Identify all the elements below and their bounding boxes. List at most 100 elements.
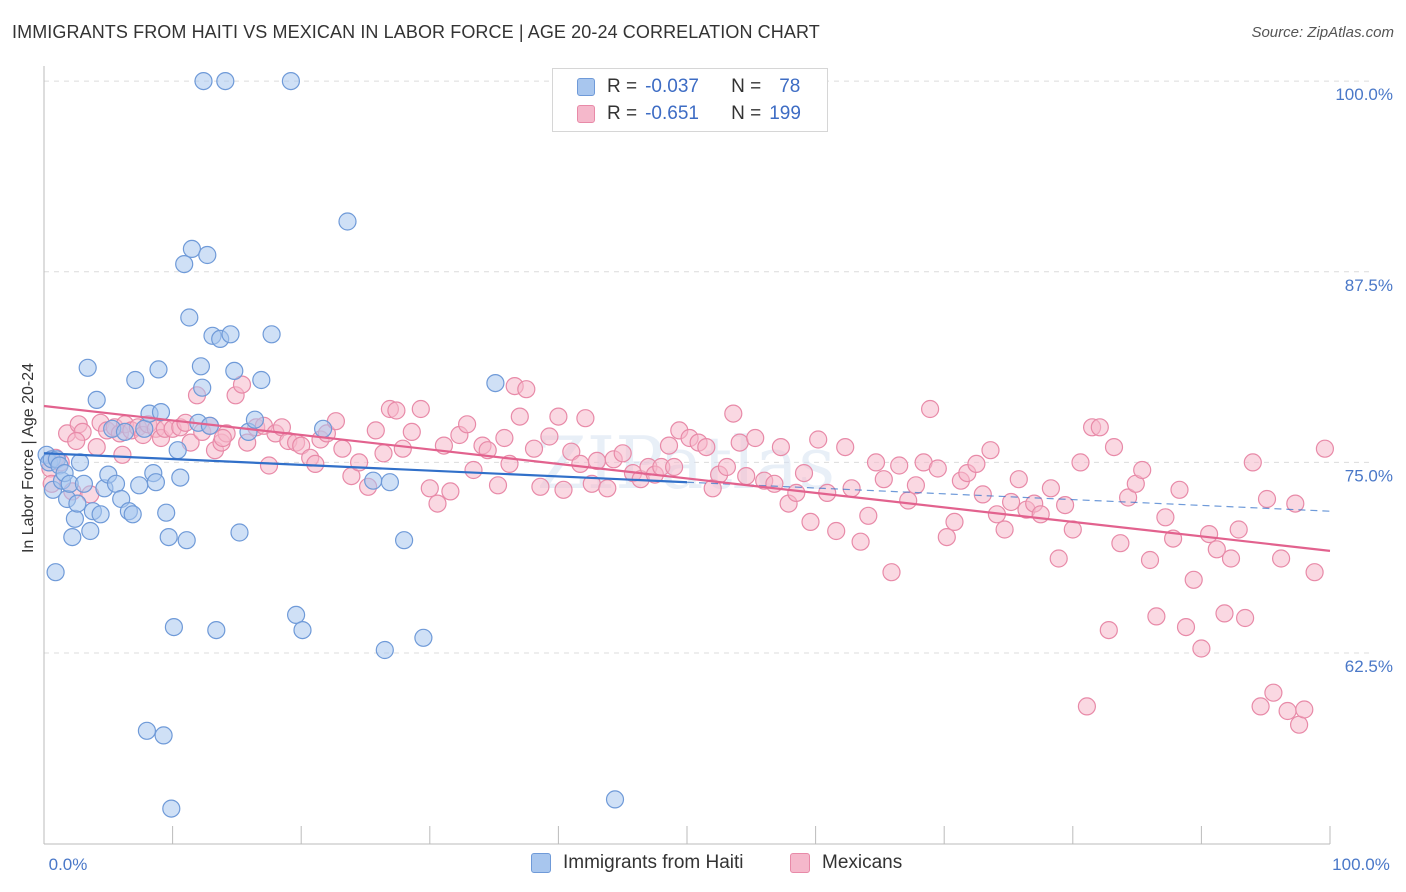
mexicans-point (1215, 604, 1234, 623)
mexicans-point (967, 454, 986, 473)
mexicans-point (524, 439, 544, 458)
mexicans-point (928, 459, 947, 478)
haiti-point (146, 473, 165, 492)
mexicans-point (1264, 683, 1283, 702)
haiti-point (364, 471, 383, 490)
mexicans-point (1031, 505, 1050, 524)
mexicans-point (306, 454, 325, 473)
mexicans-point (771, 438, 791, 457)
mexicans-point (920, 399, 940, 419)
mexicans-point (1289, 715, 1309, 734)
mexicans-point (899, 491, 918, 510)
haiti-point (182, 239, 201, 258)
haiti-point (154, 726, 173, 745)
mexicans-point (562, 442, 581, 461)
mexicans-point (730, 433, 749, 452)
haiti-point (198, 245, 217, 265)
mexicans-point (1176, 617, 1196, 637)
haiti-point (293, 620, 312, 640)
mexicans-point (801, 512, 820, 532)
haiti-point (375, 640, 394, 660)
haiti-point (46, 563, 65, 582)
mexicans-trend-line (43, 404, 1331, 552)
haiti-point (70, 453, 90, 472)
mexicans-point (1221, 549, 1241, 568)
mexicans-point (411, 399, 430, 419)
legend-n-value: 78 (779, 76, 801, 97)
legend-row-mexicans: R = -0.651 N = 199 (577, 102, 801, 126)
y-tick-label: 62.5% (1345, 657, 1393, 676)
haiti-point (151, 403, 171, 422)
trend-lines (43, 404, 1331, 552)
mexicans-point (598, 479, 617, 498)
haiti-trend-line (43, 452, 688, 484)
y-tick-label: 100.0% (1335, 85, 1393, 104)
mexicans-point (787, 483, 806, 502)
legend-item-mexicans: Mexicans (790, 852, 902, 874)
mexicans-point (571, 454, 590, 473)
mexicans-point (882, 563, 901, 582)
mexicans-point (113, 445, 132, 464)
mexicans-point (458, 415, 477, 434)
haiti-point (180, 308, 199, 327)
haiti-point (380, 473, 399, 492)
haiti-point (126, 370, 145, 390)
mexicans-point (836, 438, 855, 457)
mexicans-point (724, 404, 743, 423)
mexicans-point (366, 421, 385, 440)
legend-swatch-haiti (577, 78, 595, 96)
haiti-point (262, 325, 281, 344)
mexicans-point (67, 431, 86, 451)
mexicans-point (874, 470, 893, 489)
haiti-point (68, 494, 87, 513)
mexicans-point (554, 480, 573, 499)
mexicans-point (1278, 701, 1297, 721)
mexicans-point (549, 407, 568, 426)
mexicans-point (659, 436, 679, 455)
mexicans-point (1055, 496, 1075, 515)
mexicans-point (945, 512, 964, 532)
mexicans-point (890, 456, 909, 475)
mexicans-point (613, 444, 632, 463)
mexicans-point (333, 439, 352, 458)
haiti-point (87, 390, 106, 409)
haiti-point (281, 71, 300, 91)
mexicans-point (1305, 563, 1324, 582)
mexicans-point (1099, 620, 1118, 640)
mexicans-point (1229, 520, 1248, 539)
legend-r-label: R = (607, 76, 638, 97)
mexicans-point (1001, 492, 1021, 512)
mexicans-point (664, 457, 684, 477)
haiti-point (135, 419, 154, 438)
haiti-point (164, 617, 183, 637)
y-tick-label: 87.5% (1345, 276, 1393, 295)
mexicans-point (531, 477, 550, 496)
mexicans-point (87, 438, 106, 457)
mexicans-point (866, 453, 886, 472)
mexicans-point (402, 422, 421, 441)
mexicans-point (517, 380, 536, 399)
mexicans-point (1049, 549, 1068, 568)
haiti-point (216, 71, 235, 91)
haiti-point (191, 357, 210, 376)
mexicans-point (1147, 607, 1166, 626)
mexicans-point (981, 441, 1000, 460)
mexicans-point (540, 427, 559, 446)
mexicans-point (827, 521, 846, 541)
haiti-point (74, 474, 94, 493)
haiti-point (78, 358, 97, 377)
mexicans-point (809, 430, 828, 449)
mexicans-point (1315, 439, 1335, 458)
x-tick-label-100: 100.0% (1332, 855, 1390, 874)
y-tick-labels: 62.5% 75.0% 87.5% 100.0% (1335, 85, 1393, 676)
mexicans-point (387, 401, 406, 420)
legend-r-label: R = (607, 103, 638, 124)
mexicans-point (374, 444, 393, 463)
mexicans-point (420, 479, 439, 498)
mexicans-point (1077, 697, 1097, 716)
haiti-point (106, 474, 126, 493)
mexicans-point (1235, 608, 1255, 628)
haiti-point (168, 441, 187, 460)
legend-r-value: -0.037 (645, 76, 699, 97)
mexicans-point (1192, 639, 1211, 658)
